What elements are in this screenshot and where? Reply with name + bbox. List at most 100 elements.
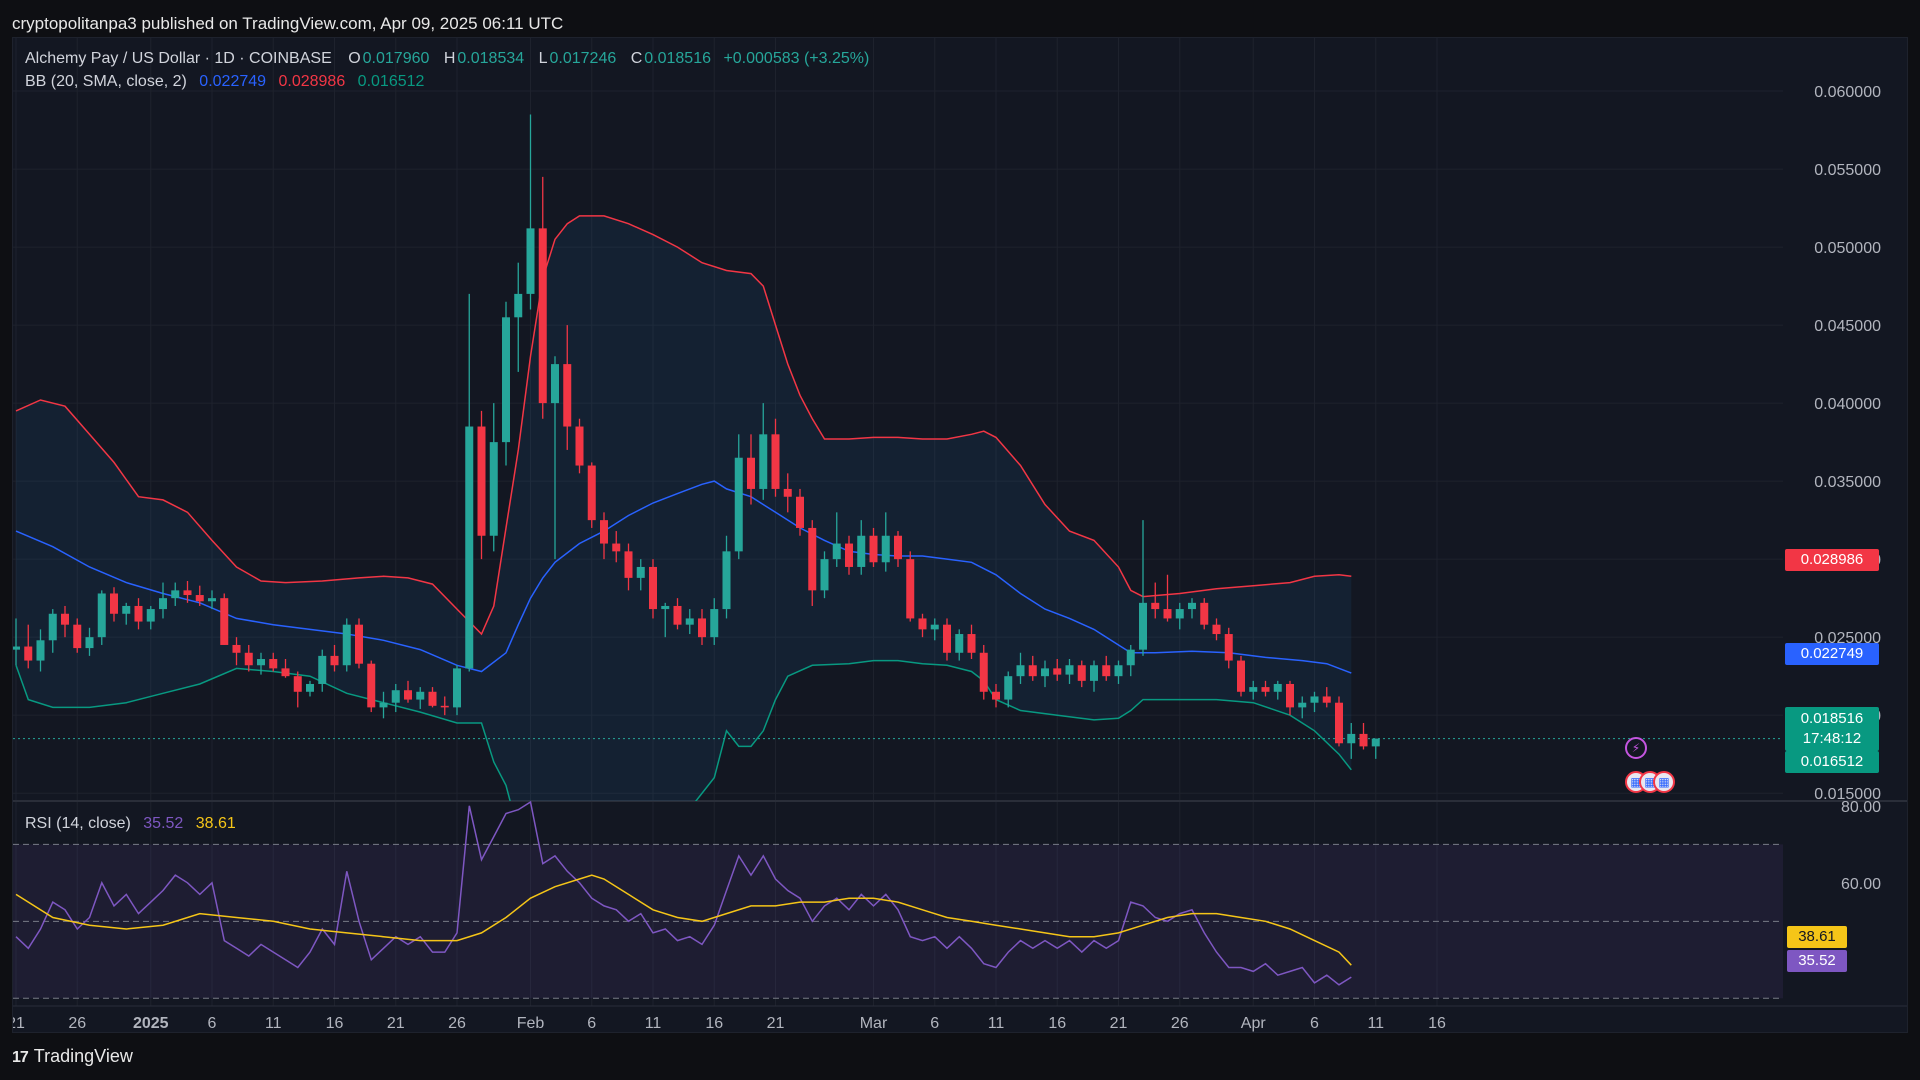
legend-l-label: L bbox=[538, 50, 548, 67]
candle-body bbox=[832, 543, 841, 560]
candle-body bbox=[134, 605, 143, 622]
candle-body bbox=[698, 618, 706, 638]
us-flag-event-icon[interactable]: ▦ bbox=[1653, 771, 1675, 793]
bb-upper-line bbox=[15, 215, 1352, 636]
candle-body bbox=[269, 659, 278, 669]
legend-l-value: 0.017246 bbox=[549, 50, 617, 67]
candle-body bbox=[110, 593, 118, 614]
candle-body bbox=[1310, 696, 1319, 703]
candle-body bbox=[36, 640, 45, 661]
price-tick-label: 0.050000 bbox=[1814, 240, 1881, 257]
price-tick-label: 0.025000 bbox=[1814, 630, 1881, 647]
rsi-tick-label: 60.00 bbox=[1841, 876, 1881, 893]
candle-body bbox=[808, 527, 817, 591]
candle-body bbox=[146, 609, 155, 622]
candle-body bbox=[979, 652, 988, 692]
lightning-event-icon[interactable]: ⚡ bbox=[1625, 737, 1647, 759]
candle-body bbox=[1286, 683, 1294, 708]
rsi-ma-value: 38.61 bbox=[195, 815, 236, 832]
candle-body bbox=[783, 488, 792, 497]
bb-basis-value: 0.022749 bbox=[199, 73, 267, 90]
last-price-tag: 0.018516 bbox=[1800, 710, 1864, 727]
candle-body bbox=[1322, 696, 1331, 703]
candle-body bbox=[600, 520, 608, 544]
candle-body bbox=[587, 465, 596, 521]
candle-body bbox=[881, 535, 890, 563]
candle-body bbox=[48, 613, 57, 641]
time-tick-label: 6 bbox=[587, 1015, 596, 1032]
rsi-tick-label: 80.00 bbox=[1841, 799, 1881, 816]
candle-body bbox=[1065, 665, 1074, 675]
candle-body bbox=[85, 637, 94, 649]
tradingview-brand[interactable]: 17 TradingView bbox=[12, 1044, 133, 1068]
candle-body bbox=[232, 644, 241, 653]
legend-symbol[interactable]: Alchemy Pay / US Dollar · 1D · COINBASE bbox=[25, 50, 332, 67]
rsi-legend-label[interactable]: RSI (14, close) bbox=[25, 815, 131, 832]
candle-body bbox=[1249, 687, 1258, 692]
candle-body bbox=[477, 426, 486, 536]
time-tick-label: 11 bbox=[988, 1015, 1005, 1032]
brand-name: TradingView bbox=[33, 1046, 133, 1066]
rsi-legend: RSI (14, close) 35.52 38.61 bbox=[25, 813, 238, 835]
candle-body bbox=[97, 593, 106, 638]
candle-body bbox=[710, 609, 719, 638]
candle-body bbox=[306, 683, 314, 692]
candle-body bbox=[489, 442, 498, 536]
candle-body bbox=[1237, 660, 1245, 692]
bb-legend-label[interactable]: BB (20, SMA, close, 2) bbox=[25, 73, 187, 90]
candle-body bbox=[759, 434, 768, 489]
chart-canvas[interactable]: 0.060000 0.055000 0.050000 0.045000 0.040000… bbox=[13, 38, 1908, 1033]
candle-body bbox=[624, 551, 633, 578]
candle-body bbox=[771, 434, 780, 489]
bar-countdown: 17:48:12 bbox=[1802, 730, 1862, 747]
candle-body bbox=[208, 598, 216, 602]
candle-body bbox=[171, 590, 180, 599]
time-tick-label: 21 bbox=[767, 1015, 785, 1032]
candle-body bbox=[796, 496, 804, 528]
legend-o-value: 0.017960 bbox=[362, 50, 430, 67]
time-tick-label: 11 bbox=[1367, 1015, 1384, 1032]
time-tick-label: 16 bbox=[1428, 1015, 1446, 1032]
time-tick-label: 16 bbox=[326, 1015, 344, 1032]
tradingview-logo-icon: 17 bbox=[12, 1049, 29, 1066]
candle-body bbox=[514, 293, 523, 318]
price-tick-label: 0.015000 bbox=[1814, 786, 1881, 803]
price-tick-label: 0.045000 bbox=[1814, 318, 1881, 335]
candle-body bbox=[1077, 665, 1086, 681]
candle-body bbox=[318, 655, 327, 684]
candle-body bbox=[857, 535, 866, 567]
rsi-ma-price-tag: 38.61 bbox=[1787, 926, 1847, 948]
time-tick-label: Mar bbox=[860, 1015, 888, 1032]
candle-body bbox=[428, 691, 437, 706]
candle-body bbox=[685, 618, 694, 625]
rsi-ma-line bbox=[15, 874, 1352, 966]
candle-body bbox=[1298, 702, 1307, 708]
legend-h-value: 0.018534 bbox=[457, 50, 525, 67]
candle-body bbox=[1261, 687, 1270, 692]
candle-body bbox=[1028, 665, 1037, 677]
bb-lower-price-tag: 0.016512 bbox=[1785, 751, 1879, 773]
candle-body bbox=[1053, 668, 1062, 675]
time-tick-label: 26 bbox=[68, 1015, 86, 1032]
candle-body bbox=[1188, 602, 1196, 610]
candle-body bbox=[943, 624, 951, 653]
chart-frame[interactable]: 0.060000 0.055000 0.050000 0.045000 0.040000… bbox=[12, 37, 1908, 1033]
candle-body bbox=[649, 566, 657, 610]
time-tick-label: 16 bbox=[1048, 1015, 1066, 1032]
candle-body bbox=[1090, 665, 1098, 681]
time-tick-label: 6 bbox=[208, 1015, 217, 1032]
candle-body bbox=[244, 652, 253, 666]
candle-body bbox=[1212, 624, 1221, 635]
rsi-price-tag: 35.52 bbox=[1787, 950, 1847, 972]
rsi-value: 35.52 bbox=[143, 815, 184, 832]
candle-body bbox=[551, 364, 559, 404]
candle-body bbox=[845, 543, 853, 567]
candle-body bbox=[502, 317, 510, 443]
candle-body bbox=[1151, 602, 1160, 610]
last-price-block: 0.018516 17:48:12 bbox=[1785, 707, 1879, 751]
candle-body bbox=[526, 228, 535, 294]
time-tick-label: 6 bbox=[930, 1015, 939, 1032]
time-tick-label: 6 bbox=[1310, 1015, 1319, 1032]
candle-body bbox=[955, 634, 964, 653]
candle-body bbox=[918, 618, 927, 630]
